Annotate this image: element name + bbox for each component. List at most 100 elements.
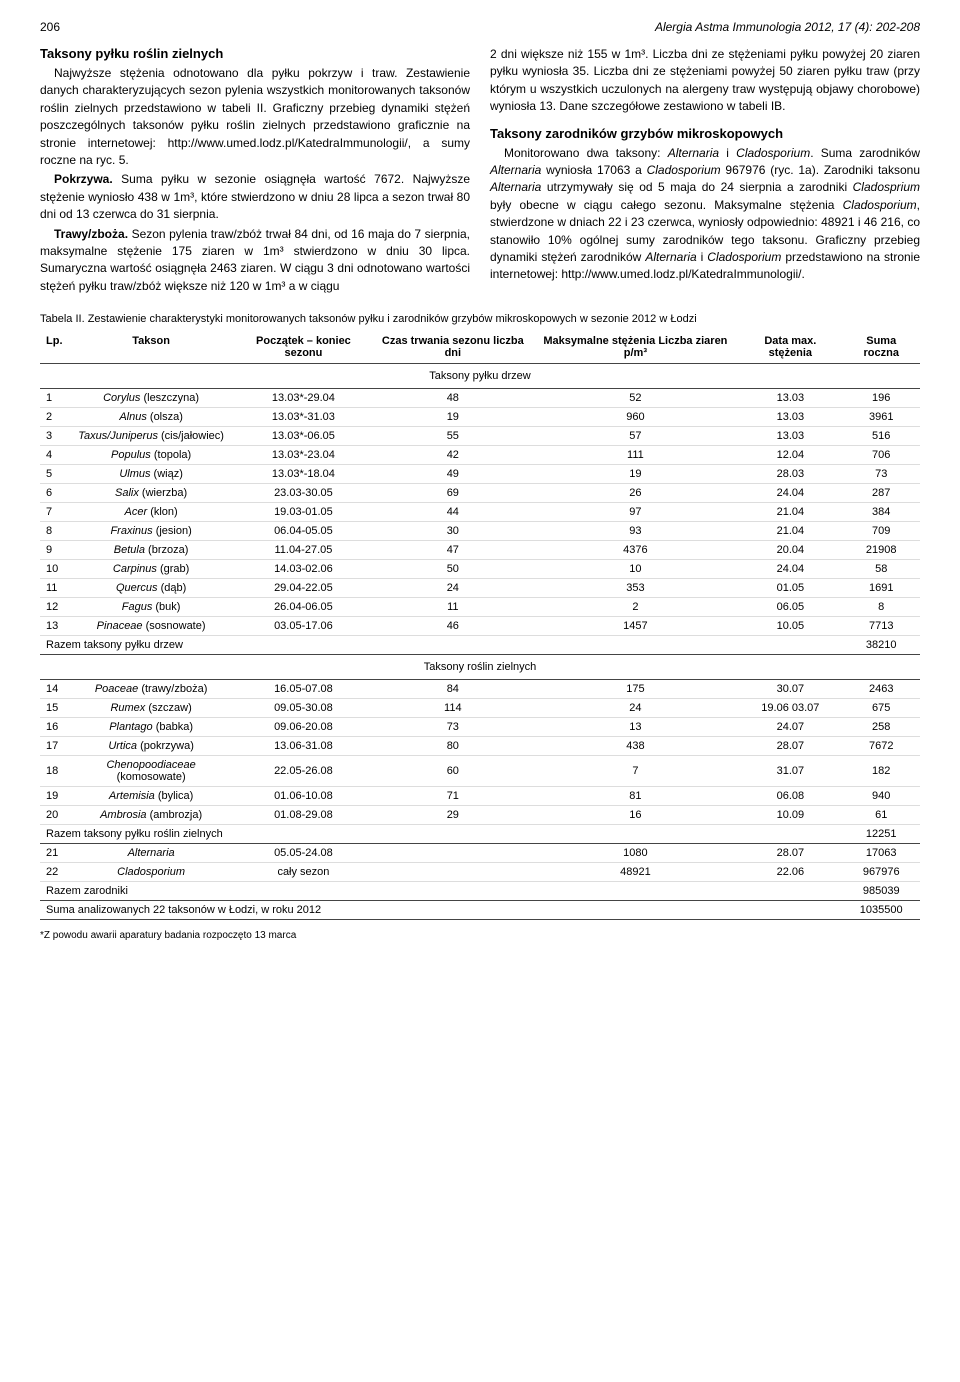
table-row: 20Ambrosia (ambrozja)01.08-29.08291610.0…	[40, 806, 920, 825]
cell-dni: 24	[373, 579, 532, 598]
cell-suma: 58	[842, 560, 920, 579]
cell-dni: 44	[373, 503, 532, 522]
cell-suma: 967976	[842, 863, 920, 882]
cell-dni: 55	[373, 427, 532, 446]
cell-max: 19	[533, 465, 739, 484]
cell-max: 175	[533, 680, 739, 699]
cell-data: 28.07	[738, 844, 842, 863]
cell-suma: 21908	[842, 541, 920, 560]
table-sum-row: Razem taksony pyłku roślin zielnych12251	[40, 825, 920, 844]
cell-max: 97	[533, 503, 739, 522]
cell-start: 26.04-06.05	[234, 598, 373, 617]
it4: Cladosporium	[647, 163, 721, 177]
cell-dni	[373, 844, 532, 863]
cell-suma: 7672	[842, 737, 920, 756]
it3: Alternaria	[490, 163, 541, 177]
cell-lp: 18	[40, 756, 69, 787]
taxon-common: (topola)	[151, 449, 191, 461]
data-table: Lp. Takson Początek – koniec sezonu Czas…	[40, 331, 920, 920]
cell-dni: 19	[373, 408, 532, 427]
t2d: wyniosła 17063 a	[541, 163, 646, 177]
taxon-latin: Cladosporium	[117, 866, 185, 878]
cell-max: 438	[533, 737, 739, 756]
taxon-common: (leszczyna)	[140, 392, 199, 404]
t2c: . Suma zarodników	[810, 146, 920, 160]
th-czas: Czas trwania sezonu liczba dni	[373, 331, 532, 364]
cell-lp: 16	[40, 718, 69, 737]
cell-dni: 69	[373, 484, 532, 503]
cell-lp: 22	[40, 863, 69, 882]
cell-suma: 384	[842, 503, 920, 522]
table-row: 14Poaceae (trawy/zboża)16.05-07.08841753…	[40, 680, 920, 699]
t2a: Monitorowano dwa taksony:	[504, 146, 668, 160]
taxon-latin: Ulmus	[119, 468, 150, 480]
taxon-latin: Urtica	[108, 740, 137, 752]
cell-max: 1080	[533, 844, 739, 863]
section-label: Taksony pyłku drzew	[40, 364, 920, 389]
taxon-latin: Carpinus	[113, 563, 157, 575]
taxon-common: (sosnowate)	[143, 620, 206, 632]
table-row: 16Plantago (babka)09.06-20.08731324.0725…	[40, 718, 920, 737]
cell-max: 353	[533, 579, 739, 598]
table-body: Taksony pyłku drzew1Corylus (leszczyna)1…	[40, 364, 920, 920]
cell-data: 24.04	[738, 484, 842, 503]
cell-name: Salix (wierzba)	[69, 484, 234, 503]
cell-dni: 49	[373, 465, 532, 484]
cell-data: 19.06 03.07	[738, 699, 842, 718]
table-sum-row: Suma analizowanych 22 taksonów w Łodzi, …	[40, 901, 920, 920]
body-columns: Taksony pyłku roślin zielnych Najwyższe …	[40, 46, 920, 297]
cell-start: 03.05-17.06	[234, 617, 373, 636]
table-section-row: Taksony pyłku drzew	[40, 364, 920, 389]
cell-start: 13.03*-23.04	[234, 446, 373, 465]
it2: Cladosporium	[736, 146, 810, 160]
cell-lp: 6	[40, 484, 69, 503]
cell-start: cały sezon	[234, 863, 373, 882]
sum-value: 12251	[842, 825, 920, 844]
table-sum-row: Razem taksony pyłku drzew38210	[40, 636, 920, 655]
cell-max: 1457	[533, 617, 739, 636]
cell-dni: 50	[373, 560, 532, 579]
cell-data: 28.07	[738, 737, 842, 756]
taxon-common: (jesion)	[153, 525, 192, 537]
cell-suma: 7713	[842, 617, 920, 636]
sum-label: Razem taksony pyłku roślin zielnych	[40, 825, 842, 844]
cell-suma: 675	[842, 699, 920, 718]
table-row: 4Populus (topola)13.03*-23.044211112.047…	[40, 446, 920, 465]
table-row: 9Betula (brzoza)11.04-27.0547437620.0421…	[40, 541, 920, 560]
cell-name: Carpinus (grab)	[69, 560, 234, 579]
cell-lp: 3	[40, 427, 69, 446]
para-right-1: 2 dni większe niż 155 w 1m³. Liczba dni …	[490, 46, 920, 116]
taxon-latin: Artemisia	[109, 790, 155, 802]
page-number: 206	[40, 20, 60, 34]
cell-dni: 46	[373, 617, 532, 636]
taxon-latin: Poaceae	[95, 683, 138, 695]
cell-lp: 12	[40, 598, 69, 617]
taxon-latin: Taxus/Juniperus	[78, 430, 158, 442]
cell-max: 7	[533, 756, 739, 787]
table-row: 12Fagus (buk)26.04-06.0511206.058	[40, 598, 920, 617]
taxon-latin: Salix	[115, 487, 139, 499]
cell-suma: 258	[842, 718, 920, 737]
cell-max: 16	[533, 806, 739, 825]
sum-label: Razem zarodniki	[40, 882, 842, 901]
cell-suma: 516	[842, 427, 920, 446]
cell-dni: 73	[373, 718, 532, 737]
cell-start: 01.08-29.08	[234, 806, 373, 825]
cell-data: 10.09	[738, 806, 842, 825]
cell-lp: 7	[40, 503, 69, 522]
cell-suma: 17063	[842, 844, 920, 863]
th-lp: Lp.	[40, 331, 69, 364]
cell-data: 13.03	[738, 427, 842, 446]
taxon-latin: Alternaria	[128, 847, 175, 859]
sum-value: 1035500	[842, 901, 920, 920]
table-row: 17Urtica (pokrzywa)13.06-31.088043828.07…	[40, 737, 920, 756]
cell-start: 19.03-01.05	[234, 503, 373, 522]
taxon-latin: Ambrosia	[100, 809, 146, 821]
t2e: 967976 (ryc. 1a). Zarodniki taksonu	[721, 163, 920, 177]
cell-suma: 706	[842, 446, 920, 465]
cell-suma: 709	[842, 522, 920, 541]
cell-data: 06.05	[738, 598, 842, 617]
it6: Cladosprium	[853, 180, 920, 194]
table-row: 15Rumex (szczaw)09.05-30.081142419.06 03…	[40, 699, 920, 718]
cell-data: 01.05	[738, 579, 842, 598]
